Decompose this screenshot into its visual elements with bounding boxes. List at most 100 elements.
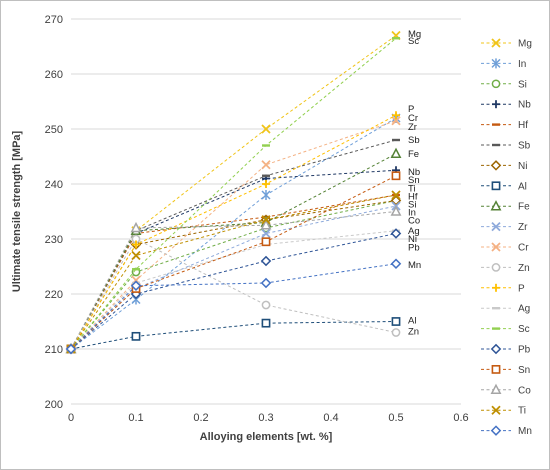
legend-item-al: Al — [481, 181, 527, 192]
y-tick-label-220: 220 — [45, 289, 63, 301]
x-tick-label-0.4: 0.4 — [323, 412, 338, 424]
legend-item-hf: Hf — [481, 120, 528, 131]
x-axis-label: Alloying elements [wt. %] — [200, 431, 333, 443]
series-line-sn — [70, 175, 397, 350]
legend-item-in: In — [481, 58, 526, 70]
y-axis-label: Ultimate tensile strength [MPa] — [11, 130, 23, 292]
series-line-sc — [70, 37, 397, 350]
legend-item-si: Si — [481, 79, 527, 90]
y-tick-label-230: 230 — [45, 234, 63, 246]
series-line-zr — [70, 205, 397, 350]
legend-marker-sn — [491, 364, 501, 374]
legend-marker-ti — [491, 405, 501, 415]
legend-marker-pb — [490, 343, 502, 355]
legend-label-al: Al — [518, 181, 527, 192]
legend-item-co: Co — [481, 383, 531, 396]
y-tick-label-260: 260 — [45, 69, 63, 81]
data-point-mn-2 — [260, 277, 272, 289]
legend-item-ag: Ag — [481, 304, 530, 315]
end-label-hf: Hf — [408, 192, 418, 203]
y-tick-label-200: 200 — [45, 399, 63, 411]
legend-marker-zn — [491, 263, 501, 272]
legend-label-in: In — [518, 59, 526, 70]
data-point-pb-3 — [390, 228, 402, 239]
legend-item-ni: Ni — [481, 160, 527, 172]
end-label-sc: Sc — [408, 36, 419, 47]
data-point-pb-2 — [260, 255, 272, 267]
end-label-cr: Cr — [408, 113, 418, 124]
legend-item-pb: Pb — [481, 343, 531, 356]
legend-label-sb: Sb — [518, 141, 531, 152]
legend-label-zn: Zn — [518, 263, 530, 274]
gridlines — [71, 18, 461, 405]
legend-label-hf: Hf — [518, 120, 528, 131]
data-point-mg-2 — [261, 124, 271, 134]
legend-item-p: P — [481, 283, 525, 294]
legend-label-pb: Pb — [518, 345, 531, 356]
series-line-ni — [70, 200, 397, 350]
legend-item-sc: Sc — [481, 324, 530, 335]
legend-marker-al — [491, 181, 501, 191]
legend-label-p: P — [518, 283, 525, 294]
legend-item-mn: Mn — [481, 425, 532, 437]
legend-item-ti: Ti — [481, 405, 526, 417]
legend-label-cr: Cr — [518, 243, 529, 254]
legend: Mg In Si Nb Hf Sb Ni Al Fe Zr Cr Zn P Ag Sc Pb Sn Co Ti Mn — [481, 38, 532, 437]
x-tick-label-0.2: 0.2 — [193, 412, 208, 424]
series-line-zn — [70, 238, 397, 350]
legend-label-sn: Sn — [518, 365, 530, 376]
end-label-in: In — [408, 208, 416, 219]
series-line-pb — [70, 233, 397, 350]
y-tick-label-270: 270 — [45, 14, 63, 26]
end-label-p: P — [408, 104, 414, 115]
data-point-co-2 — [260, 219, 272, 230]
data-point-zr-2 — [261, 228, 271, 239]
end-label-fe: Fe — [408, 149, 419, 160]
end-label-zr: Zr — [408, 122, 417, 133]
data-point-cr-3 — [391, 116, 401, 126]
legend-marker-in — [491, 58, 501, 69]
legend-label-mg: Mg — [518, 39, 532, 50]
legend-label-zr: Zr — [518, 222, 528, 233]
legend-item-sb: Sb — [481, 141, 531, 152]
legend-marker-mn — [490, 425, 502, 436]
data-point-cr-2 — [261, 160, 271, 170]
y-tick-label-210: 210 — [45, 344, 63, 356]
axes: 200 210 220 230 240 250 260 270 0 0.1 0.2 0.3 0.4 0.5… — [45, 14, 469, 424]
series-line-cr — [70, 120, 397, 350]
x-tick-label-0.6: 0.6 — [453, 412, 468, 424]
end-label-mg: Mg — [408, 29, 421, 40]
series-line-mn — [70, 263, 397, 350]
data-point-ti-2 — [261, 215, 271, 225]
legend-item-nb: Nb — [481, 100, 531, 111]
legend-marker-zr — [491, 221, 501, 232]
series-line-ag — [70, 230, 397, 350]
legend-label-nb: Nb — [518, 100, 531, 111]
legend-item-cr: Cr — [481, 242, 529, 254]
legend-label-mn: Mn — [518, 426, 532, 437]
data-point-sn-3 — [391, 171, 401, 181]
series-line-p — [70, 114, 397, 350]
data-point-p-3 — [392, 111, 400, 120]
x-tick-label-0.1: 0.1 — [128, 412, 143, 424]
data-point-al-1 — [131, 331, 141, 341]
series-line-ti — [70, 194, 397, 350]
legend-marker-ni — [490, 160, 502, 171]
series-line-si — [70, 200, 397, 350]
data-point-mn-0 — [65, 343, 77, 355]
legend-marker-fe — [490, 200, 502, 211]
x-tick-label-0.3: 0.3 — [258, 412, 273, 424]
series-line-fe — [70, 153, 397, 350]
legend-item-zr: Zr — [481, 221, 528, 233]
data-point-p-1 — [132, 240, 140, 249]
y-tick-label-240: 240 — [45, 179, 63, 191]
end-label-co: Co — [408, 215, 420, 226]
legend-marker-si — [491, 79, 501, 89]
end-label-mn: Mn — [408, 260, 421, 271]
end-label-ag: Ag — [408, 226, 420, 237]
x-tick-label-0.5: 0.5 — [388, 412, 403, 424]
data-point-co-3 — [390, 205, 402, 216]
legend-item-fe: Fe — [481, 200, 530, 213]
end-label-sn: Sn — [408, 175, 420, 186]
